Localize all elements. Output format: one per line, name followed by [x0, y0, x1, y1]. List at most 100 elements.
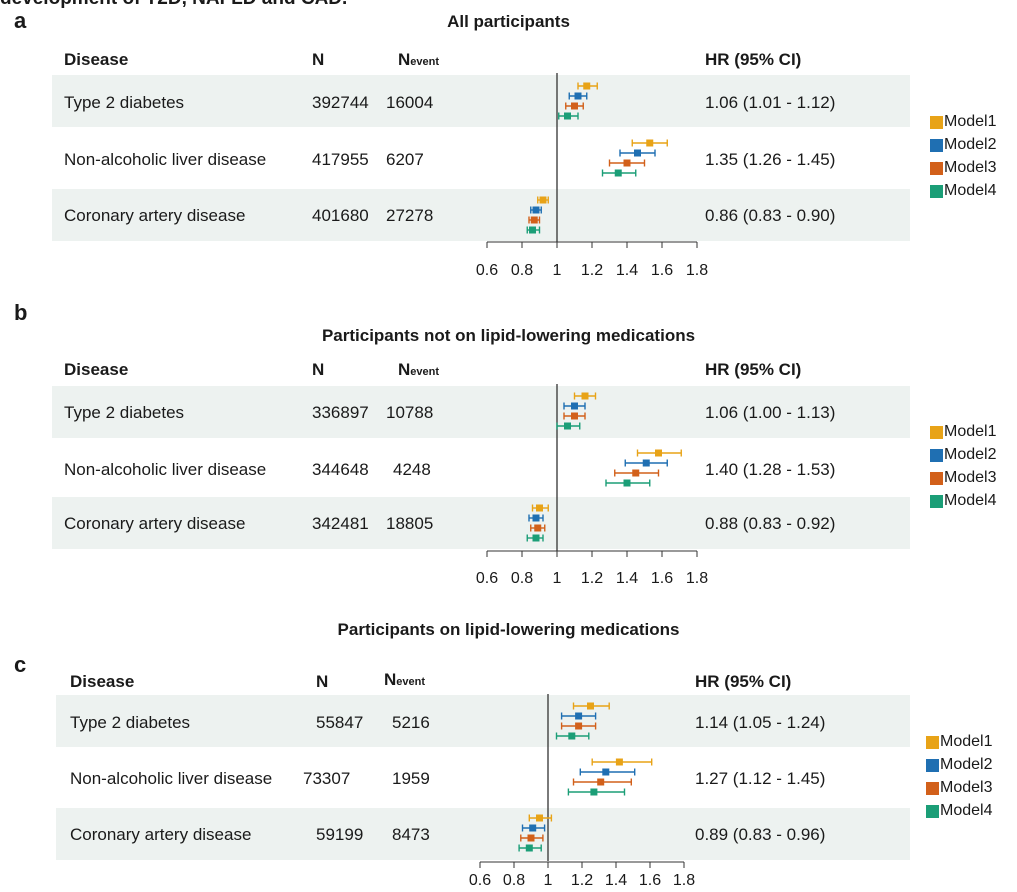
- point-estimate: [568, 732, 576, 740]
- legend-swatch: [930, 425, 943, 439]
- panel-title: Participants on lipid-lowering medicatio…: [337, 620, 680, 639]
- row-n: 344648: [312, 460, 369, 479]
- point-estimate: [597, 778, 605, 786]
- legend-item-model1: Model1: [926, 733, 992, 751]
- point-estimate: [532, 534, 540, 542]
- legend-label: Model1: [940, 733, 993, 750]
- header-n: N: [312, 360, 325, 379]
- header-hr: HR (95% CI): [695, 672, 792, 691]
- x-tick-label: 1.4: [616, 570, 638, 587]
- row-hr: 0.86 (0.83 - 0.90): [705, 206, 836, 225]
- row-disease: Coronary artery disease: [64, 514, 246, 533]
- estimate-model3: [560, 722, 597, 730]
- estimate-model2: [619, 149, 656, 157]
- point-estimate: [581, 392, 589, 400]
- row-nevent: 8473: [392, 825, 430, 844]
- legend-label: Model2: [944, 136, 997, 153]
- estimate-model1: [531, 504, 549, 512]
- legend-swatch: [930, 471, 943, 485]
- legend-item-model2: Model2: [930, 446, 996, 464]
- point-estimate: [614, 169, 622, 177]
- point-estimate: [532, 514, 540, 522]
- row-nevent: 27278: [386, 206, 434, 225]
- legend-item-model4: Model4: [930, 182, 996, 200]
- legend-item-model1: Model1: [930, 423, 996, 441]
- point-estimate: [564, 422, 571, 430]
- point-estimate: [527, 834, 535, 842]
- legend-swatch: [926, 804, 939, 818]
- row-background: [52, 189, 910, 241]
- point-estimate: [602, 768, 610, 776]
- x-tick-label: 0.8: [511, 570, 533, 587]
- x-tick-label: 1.6: [651, 570, 673, 587]
- estimate-model2: [528, 514, 544, 522]
- header-nevent: Nevent: [398, 50, 440, 69]
- x-tick-label: 0.6: [476, 262, 498, 279]
- legend-swatch: [930, 184, 943, 198]
- x-tick-label: 1: [553, 570, 562, 587]
- x-tick-label: 1.6: [651, 262, 673, 279]
- point-estimate: [587, 702, 594, 710]
- header-nevent: Nevent: [398, 360, 440, 379]
- row-disease: Type 2 diabetes: [64, 93, 185, 112]
- point-estimate: [534, 524, 542, 532]
- point-estimate: [539, 196, 547, 204]
- legend-swatch: [930, 161, 943, 175]
- legend-swatch: [926, 781, 939, 795]
- panel-title: Participants not on lipid-lowering medic…: [321, 326, 696, 345]
- row-hr: 1.27 (1.12 - 1.45): [695, 769, 826, 788]
- x-tick-label: 1.8: [673, 872, 695, 889]
- legend-swatch: [926, 735, 939, 749]
- x-tick-label: 0.8: [503, 872, 525, 889]
- point-estimate: [536, 814, 543, 822]
- point-estimate: [655, 449, 662, 457]
- estimate-model1: [636, 449, 682, 457]
- estimate-model4: [526, 226, 541, 234]
- panel-letter-a: a: [14, 8, 27, 33]
- legend-label: Model2: [940, 756, 993, 773]
- point-estimate: [642, 459, 650, 467]
- row-nevent: 6207: [386, 150, 424, 169]
- forest-plot-a: 0.6 0.8 1 1.2 1.4 1.6 1.8: [476, 73, 708, 279]
- estimate-model1: [573, 392, 597, 400]
- estimate-model2: [521, 824, 546, 832]
- row-hr: 0.89 (0.83 - 0.96): [695, 825, 826, 844]
- point-estimate: [646, 139, 654, 147]
- estimate-model3: [572, 778, 632, 786]
- estimate-model3: [614, 469, 660, 477]
- legend-label: Model3: [940, 779, 993, 796]
- point-estimate: [583, 82, 591, 90]
- row-hr: 1.06 (1.01 - 1.12): [705, 93, 836, 112]
- row-disease: Coronary artery disease: [70, 825, 252, 844]
- point-estimate: [564, 112, 571, 120]
- estimate-model1: [591, 758, 653, 766]
- legend-item-model2: Model2: [930, 136, 996, 154]
- point-estimate: [536, 504, 543, 512]
- estimate-model1: [631, 139, 668, 147]
- row-nevent: 18805: [386, 514, 434, 533]
- row-hr: 0.88 (0.83 - 0.92): [705, 514, 836, 533]
- estimate-model2: [579, 768, 636, 776]
- legend-item-model1: Model1: [930, 113, 996, 131]
- estimate-model1: [537, 196, 549, 204]
- legend-item-model4: Model4: [926, 802, 992, 820]
- header-disease: Disease: [64, 50, 129, 69]
- legend-item-model4: Model4: [930, 492, 996, 510]
- estimate-model4: [601, 169, 637, 177]
- legend-swatch: [926, 758, 939, 772]
- panel-title: All participants: [447, 12, 570, 31]
- panel-letter-c: c: [14, 652, 27, 677]
- legend-item-model3: Model3: [930, 469, 996, 487]
- point-estimate: [571, 412, 578, 420]
- point-estimate: [530, 216, 538, 224]
- point-estimate: [529, 824, 537, 832]
- estimate-model4: [555, 732, 590, 740]
- row-nevent: 4248: [393, 460, 431, 479]
- row-n: 392744: [312, 93, 369, 112]
- x-tick-label: 1: [553, 262, 562, 279]
- estimate-model1: [572, 702, 610, 710]
- row-hr: 1.35 (1.26 - 1.45): [705, 150, 836, 169]
- row-nevent: 10788: [386, 403, 434, 422]
- row-background: [52, 75, 910, 127]
- point-estimate: [529, 226, 536, 234]
